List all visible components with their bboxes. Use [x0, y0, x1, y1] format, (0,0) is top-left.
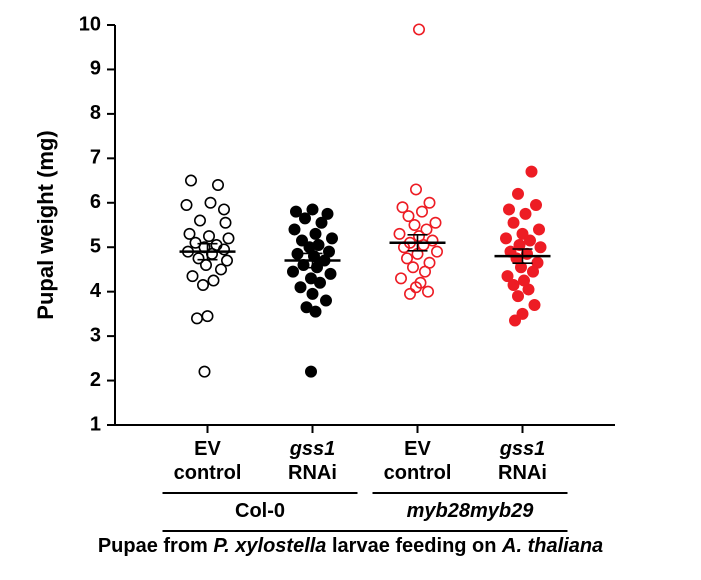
svg-text:4: 4 [90, 280, 102, 302]
svg-text:RNAi: RNAi [288, 462, 337, 484]
figure-container: 12345678910Pupal weight (mg)EVcontrolgss… [0, 0, 701, 580]
svg-text:myb28myb29: myb28myb29 [407, 500, 535, 522]
svg-text:8: 8 [90, 102, 101, 124]
svg-text:3: 3 [90, 324, 101, 346]
svg-text:Col-0: Col-0 [235, 500, 285, 522]
svg-text:RNAi: RNAi [498, 462, 547, 484]
svg-text:EV: EV [194, 438, 221, 460]
svg-text:EV: EV [404, 438, 431, 460]
svg-text:5: 5 [90, 236, 101, 258]
svg-text:1: 1 [90, 413, 101, 435]
svg-text:6: 6 [90, 191, 101, 213]
svg-text:2: 2 [90, 369, 101, 391]
svg-text:Pupal weight (mg): Pupal weight (mg) [33, 130, 58, 319]
svg-text:7: 7 [90, 147, 101, 169]
svg-text:control: control [384, 462, 452, 484]
svg-text:gss1: gss1 [499, 438, 546, 460]
svg-text:10: 10 [79, 13, 101, 35]
svg-text:gss1: gss1 [289, 438, 336, 460]
scatter-chart: 12345678910Pupal weight (mg)EVcontrolgss… [0, 0, 701, 580]
figure-caption: Pupae from P. xylostella larvae feeding … [0, 535, 701, 558]
svg-text:control: control [174, 462, 242, 484]
svg-text:9: 9 [90, 58, 101, 80]
